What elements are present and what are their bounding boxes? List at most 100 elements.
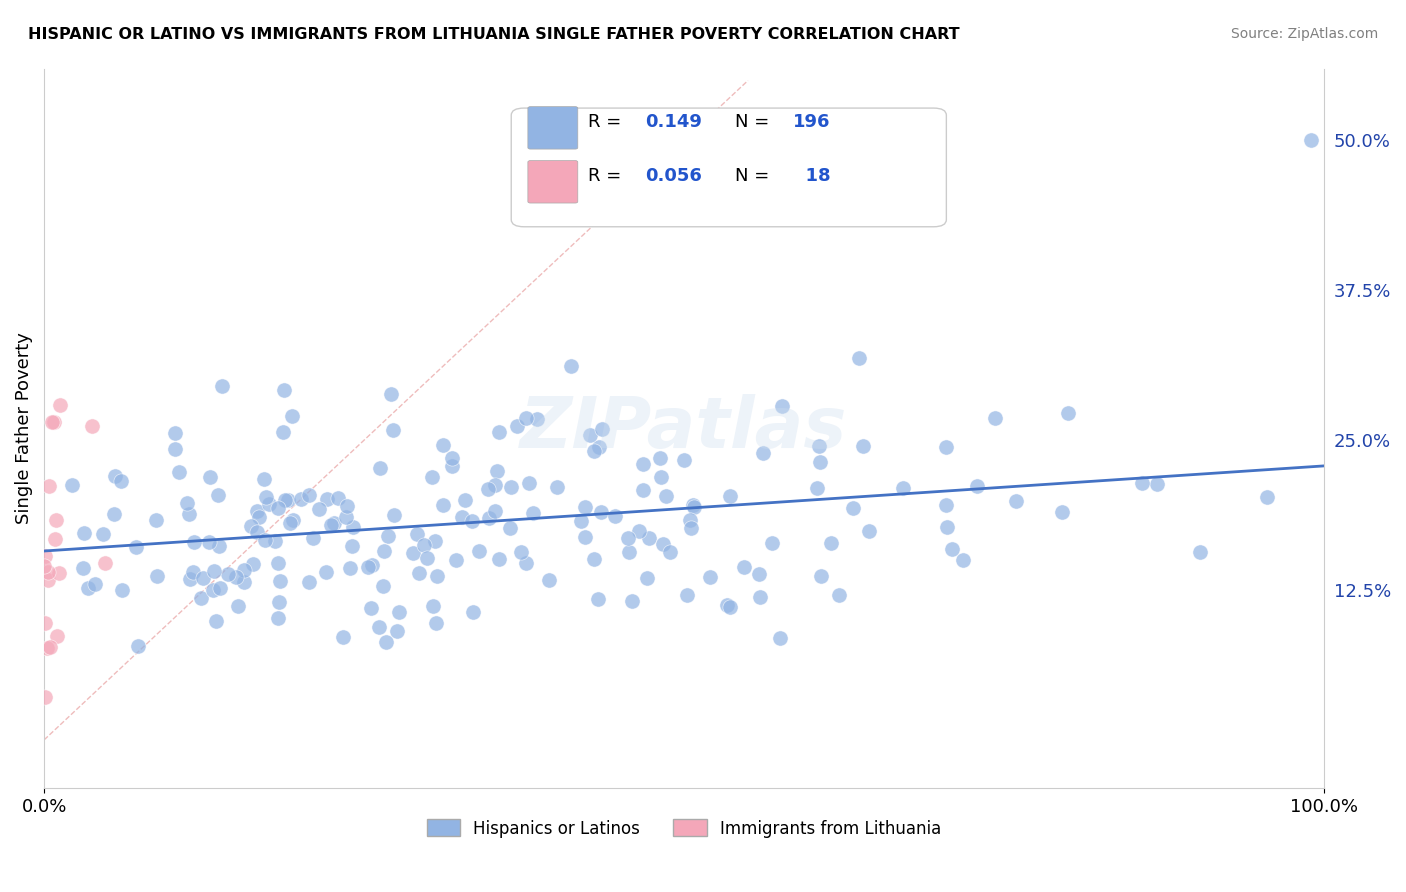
Point <box>1057 406 1080 420</box>
Point <box>748 591 770 605</box>
Point <box>748 567 770 582</box>
Point <box>208 539 231 553</box>
Point <box>808 455 831 469</box>
Point <box>278 516 301 530</box>
Point <box>80 419 103 434</box>
Point <box>984 411 1007 425</box>
Point <box>658 545 681 559</box>
Point <box>49 398 72 412</box>
Point <box>1146 476 1168 491</box>
Point <box>163 442 186 457</box>
Y-axis label: Single Father Poverty: Single Father Poverty <box>15 332 32 524</box>
Point <box>368 619 391 633</box>
Point <box>406 527 429 541</box>
Point <box>488 425 510 439</box>
Point <box>440 459 463 474</box>
Point <box>271 425 294 439</box>
Point <box>37 573 59 587</box>
Point <box>848 351 870 366</box>
Point <box>506 419 529 434</box>
Point <box>588 440 610 454</box>
Point <box>127 639 149 653</box>
Text: N =: N = <box>735 168 775 186</box>
Point <box>242 558 264 572</box>
Point <box>858 524 880 539</box>
Legend: Hispanics or Latinos, Immigrants from Lithuania: Hispanics or Latinos, Immigrants from Li… <box>420 813 948 844</box>
Point <box>820 536 842 550</box>
Point <box>617 545 640 559</box>
Point <box>368 460 391 475</box>
Point <box>226 599 249 614</box>
Point <box>681 521 703 535</box>
Point <box>382 423 405 437</box>
Point <box>468 544 491 558</box>
Point <box>478 511 501 525</box>
Point <box>257 497 280 511</box>
Point <box>636 572 658 586</box>
Point <box>298 488 321 502</box>
FancyBboxPatch shape <box>512 108 946 227</box>
Point <box>444 553 467 567</box>
Point <box>426 569 449 583</box>
Point <box>402 546 425 560</box>
Point <box>628 524 651 539</box>
Point <box>578 428 600 442</box>
Point <box>360 558 382 572</box>
Point <box>35 641 58 656</box>
Point <box>202 582 225 597</box>
Point <box>678 513 700 527</box>
Point <box>828 588 851 602</box>
Point <box>699 570 721 584</box>
Point <box>60 478 83 492</box>
Text: N =: N = <box>735 113 775 131</box>
Point <box>461 514 484 528</box>
Point <box>280 409 302 423</box>
Point <box>277 492 299 507</box>
Point <box>202 564 225 578</box>
Point <box>200 470 222 484</box>
Point <box>44 532 66 546</box>
Point <box>335 509 357 524</box>
Point <box>582 444 605 458</box>
Point <box>935 498 957 512</box>
Text: 196: 196 <box>793 113 831 131</box>
Point <box>34 690 56 705</box>
Point <box>110 475 132 489</box>
Point <box>125 540 148 554</box>
Point <box>167 465 190 479</box>
Point <box>682 498 704 512</box>
Point <box>423 533 446 548</box>
Point <box>589 505 612 519</box>
Point <box>388 605 411 619</box>
Text: 0.149: 0.149 <box>645 113 703 131</box>
Point <box>322 516 344 531</box>
Point <box>538 573 561 587</box>
Point <box>302 531 325 545</box>
Point <box>631 457 654 471</box>
Point <box>339 561 361 575</box>
Point <box>183 535 205 549</box>
Point <box>761 535 783 549</box>
Point <box>586 591 609 606</box>
Point <box>34 549 56 564</box>
Point <box>650 469 672 483</box>
Point <box>41 415 63 429</box>
Point <box>373 543 395 558</box>
Point <box>246 525 269 540</box>
Point <box>852 439 875 453</box>
Point <box>936 520 959 534</box>
Point <box>517 475 540 490</box>
Point <box>451 510 474 524</box>
Point <box>190 591 212 605</box>
Point <box>283 513 305 527</box>
Point <box>340 540 363 554</box>
Point <box>316 492 339 507</box>
Point <box>111 582 134 597</box>
Point <box>204 614 226 628</box>
Point <box>145 513 167 527</box>
Point <box>477 483 499 497</box>
Point <box>499 480 522 494</box>
Point <box>191 571 214 585</box>
Point <box>45 513 67 527</box>
Point <box>416 550 439 565</box>
